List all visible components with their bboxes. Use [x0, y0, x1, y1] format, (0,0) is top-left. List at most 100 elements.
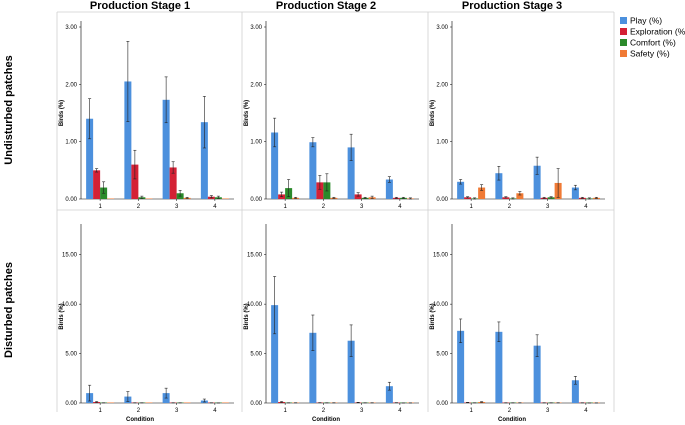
panel-r1-c2-y-tick-label: 2.00: [250, 82, 262, 88]
panel-r1-c1-bar-play-cond-4: [200, 122, 208, 199]
panel-r1-c1-bar-safety-cond-4: [221, 198, 229, 199]
legend-swatch-comfort: [620, 39, 627, 46]
panel-r1-c1-bar-safety-cond-2: [145, 198, 153, 199]
panel-r1-c1-y-axis-label: Birds (%): [59, 100, 65, 126]
panel-r1-c1-x-tick-label: 2: [137, 204, 141, 210]
column-title-stage-3: Production Stage 3: [462, 0, 562, 12]
legend-swatch-safety: [620, 50, 627, 57]
legend-label-play: Play (%): [630, 16, 662, 26]
panel-r1-c3-y-tick-label: 1.00: [436, 140, 448, 146]
panel-r1-c1: 0.00 1.00 2.00 3.00 Birds (%) 1 2 3 4: [59, 21, 234, 210]
panel-r2-c3: 0.00 5.00 10.00 15.00 Birds (%) 1 2 3 4: [430, 224, 605, 414]
panel-r1-c2-y-tick-label: 3.00: [250, 25, 262, 31]
panel-r2-c3-bar-play-cond-4: [571, 380, 579, 403]
panel-r1-c1-bar-exploration-cond-2: [131, 164, 139, 199]
legend-label-exploration: Exploration (%): [630, 27, 685, 37]
panel-r2-c1-x-tick-label: 4: [213, 408, 217, 414]
panel-r1-c2-bar-play-cond-1: [271, 132, 279, 199]
panel-r1-c3-y-tick-label: 3.00: [436, 25, 448, 31]
panel-r1-c3-y-tick-label: 2.00: [436, 82, 448, 88]
panel-r1-c1-bar-play-cond-2: [124, 81, 132, 199]
panel-r1-c1-bar-play-cond-1: [86, 118, 94, 199]
legend: Play (%) Exploration (%) Comfort (%) Saf…: [620, 16, 685, 59]
panel-r1-c2-bar-exploration-cond-2: [316, 182, 324, 199]
panel-r2-c2-bar-play-cond-4: [385, 386, 393, 403]
panel-r1-c3-x-tick-label: 4: [584, 204, 588, 210]
panel-r2-c1-bar-safety-cond-2: [145, 402, 153, 403]
panel-r2-c2-x-tick-label: 1: [283, 408, 287, 414]
panel-r2-c1-y-tick-label: 0.00: [65, 401, 77, 407]
panel-r1-c3-y-axis-label: Birds (%): [430, 100, 436, 126]
panel-r2-c3-bar-play-cond-3: [533, 345, 541, 403]
panel-r1-c2-x-tick-label: 3: [360, 204, 364, 210]
panel-r1-c2: 0.00 1.00 2.00 3.00 Birds (%) 1 2 3 4: [244, 21, 419, 210]
panel-r2-c1-bar-safety-cond-1: [107, 402, 115, 403]
panel-r1-c1-x-tick-label: 4: [213, 204, 217, 210]
panel-r1-c1-y-tick-label: 2.00: [65, 82, 77, 88]
panel-r2-c3-x-tick-label: 1: [469, 408, 473, 414]
panel-r1-c1-bar-safety-cond-1: [107, 198, 115, 199]
panel-r2-c3-y-tick-label: 10.00: [433, 302, 449, 308]
panel-r1-c1-y-tick-label: 0.00: [65, 197, 77, 203]
legend-label-safety: Safety (%): [630, 49, 670, 59]
panel-r1-c2-bar-play-cond-2: [309, 142, 317, 199]
panel-r2-c1-y-tick-label: 15.00: [62, 253, 78, 259]
panel-r2-c2-bar-play-cond-1: [271, 305, 279, 403]
row-title-undisturbed: Undisturbed patches: [3, 55, 15, 164]
panels: 0.00 1.00 2.00 3.00 Birds (%) 1 2 3 4 0.00 1.00 2.0…: [59, 21, 605, 414]
x-axis-label-1: Condition: [126, 417, 154, 423]
panel-r2-c2-x-tick-label: 2: [322, 408, 326, 414]
column-title-stage-1: Production Stage 1: [90, 0, 190, 12]
panel-r1-c2-bar-exploration-cond-3: [354, 194, 362, 199]
panel-r1-c1-y-tick-label: 1.00: [65, 140, 77, 146]
panel-r1-c1-x-tick-label: 3: [175, 204, 179, 210]
panel-r1-c3-x-tick-label: 2: [508, 204, 512, 210]
panel-r2-c3-y-tick-label: 5.00: [436, 352, 448, 358]
panel-r1-c3-bar-play-cond-1: [457, 181, 465, 199]
panel-r1-c3-bar-play-cond-2: [495, 173, 503, 199]
panel-r1-c2-x-tick-label: 1: [283, 204, 287, 210]
x-axis-label-3: Condition: [498, 417, 526, 423]
panel-r2-c1-x-tick-label: 1: [98, 408, 102, 414]
panel-r1-c2-y-tick-label: 1.00: [250, 140, 262, 146]
panel-r1-c3-x-tick-label: 1: [469, 204, 473, 210]
x-axis-label-2: Condition: [312, 417, 340, 423]
grid-frame: [56, 11, 615, 412]
panel-r1-c2-y-tick-label: 0.00: [250, 197, 262, 203]
panel-r1-c3-bar-safety-cond-2: [516, 193, 524, 199]
panel-r2-c3-x-tick-label: 4: [584, 408, 588, 414]
panel-r1-c1-y-tick-label: 3.00: [65, 25, 77, 31]
panel-r2-c2-y-axis-label: Birds (%): [244, 303, 250, 329]
panel-r2-c3-y-tick-label: 0.00: [436, 401, 448, 407]
panel-r1-c2-x-tick-label: 4: [398, 204, 402, 210]
panel-r1-c3-y-tick-label: 0.00: [436, 197, 448, 203]
panel-r2-c2: 0.00 5.00 10.00 15.00 Birds (%) 1 2 3 4: [244, 224, 419, 414]
panel-r2-c2-x-tick-label: 3: [360, 408, 364, 414]
panel-r1-c2-bar-play-cond-4: [385, 179, 393, 199]
panel-r2-c2-y-tick-label: 5.00: [250, 352, 262, 358]
panel-r1-c2-x-tick-label: 2: [322, 204, 326, 210]
panel-r2-c1-y-tick-label: 10.00: [62, 302, 78, 308]
panel-r2-c1-x-tick-label: 3: [175, 408, 179, 414]
panel-r2-c1-x-tick-label: 2: [137, 408, 141, 414]
panel-r2-c3-y-tick-label: 15.00: [433, 253, 449, 259]
panel-r1-c3-bar-play-cond-3: [533, 165, 541, 199]
panel-r2-c3-x-tick-label: 3: [546, 408, 550, 414]
panel-r2-c3-bar-play-cond-2: [495, 331, 503, 403]
panel-r2-c3-bar-play-cond-1: [457, 330, 465, 403]
panel-r1-c1-x-tick-label: 1: [98, 204, 102, 210]
panel-r2-c1-y-axis-label: Birds (%): [59, 303, 65, 329]
panel-r2-c2-y-tick-label: 15.00: [247, 253, 263, 259]
panel-r2-c3-x-tick-label: 2: [508, 408, 512, 414]
panel-r1-c3-x-tick-label: 3: [546, 204, 550, 210]
panel-r1-c2-y-axis-label: Birds (%): [244, 100, 250, 126]
panel-r2-c1: 0.00 5.00 10.00 15.00 Birds (%) 1 2 3 4: [59, 224, 234, 414]
panel-r2-c2-y-tick-label: 0.00: [250, 401, 262, 407]
panel-r2-c3-y-axis-label: Birds (%): [430, 303, 436, 329]
panel-r2-c2-y-tick-label: 10.00: [247, 302, 263, 308]
panel-r1-c3-bar-safety-cond-1: [478, 187, 486, 199]
panel-r2-c1-y-tick-label: 5.00: [65, 352, 77, 358]
legend-swatch-exploration: [620, 28, 627, 35]
row-title-disturbed: Disturbed patches: [3, 262, 15, 358]
